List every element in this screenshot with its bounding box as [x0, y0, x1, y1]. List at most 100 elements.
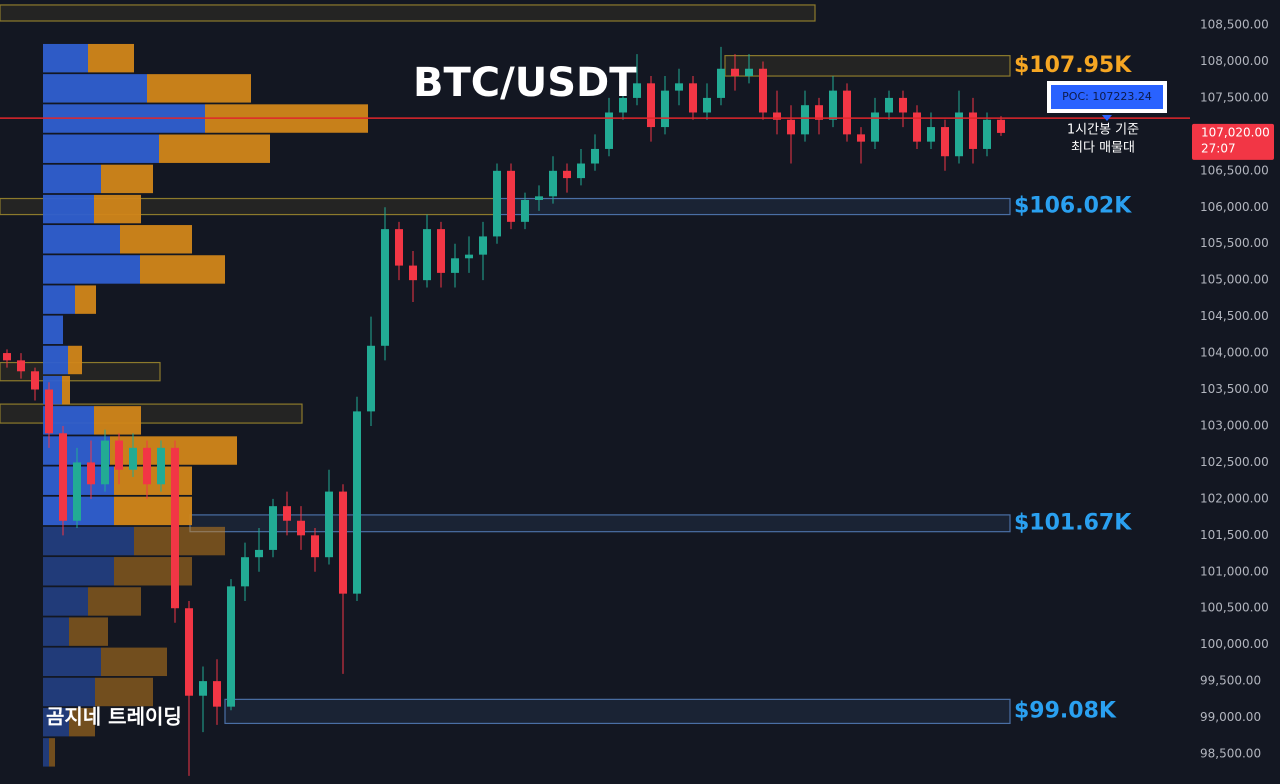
candle-body — [493, 170, 501, 237]
profile-sell — [88, 587, 141, 616]
profile-sell — [114, 496, 192, 526]
profile-sell — [75, 285, 96, 314]
candle-body — [829, 90, 837, 120]
profile-sell — [88, 43, 134, 73]
profile-sell — [62, 375, 70, 405]
candle-body — [563, 170, 571, 179]
zone — [499, 197, 1011, 216]
candle-body — [213, 681, 221, 707]
profile-buy — [43, 285, 75, 314]
candle-body — [45, 389, 53, 434]
profile-buy — [43, 43, 88, 73]
candle-body — [185, 608, 193, 696]
profile-buy — [43, 557, 114, 586]
candle-body — [927, 127, 935, 142]
candle-body — [899, 97, 907, 113]
y-tick-label: 105,000.00 — [1200, 273, 1269, 287]
candle-body — [815, 105, 823, 120]
candle-body — [745, 68, 753, 77]
y-tick-label: 106,000.00 — [1200, 200, 1269, 214]
candle-body — [997, 119, 1005, 133]
y-tick-label: 101,000.00 — [1200, 564, 1269, 578]
candle-body — [325, 491, 333, 558]
candle-body — [885, 97, 893, 113]
y-tick-label: 100,000.00 — [1200, 637, 1269, 651]
zone — [0, 4, 816, 22]
profile-buy — [43, 225, 120, 254]
profile-sell — [134, 526, 225, 556]
candle-body — [941, 127, 949, 157]
candle-body — [73, 462, 81, 521]
zone — [189, 514, 1011, 533]
y-tick-label: 108,000.00 — [1200, 54, 1269, 68]
candle-body — [535, 196, 543, 200]
candle-body — [675, 83, 683, 91]
candle-body — [423, 229, 431, 281]
candle-body — [437, 229, 445, 273]
y-tick-label: 102,500.00 — [1200, 455, 1269, 469]
y-tick-label: 99,500.00 — [1200, 674, 1261, 688]
poc-label: POC: 107223.24 — [1062, 90, 1152, 103]
profile-sell — [49, 738, 55, 767]
candle-body — [381, 229, 389, 346]
candle-body — [59, 433, 67, 521]
candle-body — [31, 371, 39, 390]
candle-body — [913, 112, 921, 142]
candle-body — [311, 535, 319, 558]
y-tick-label: 102,000.00 — [1200, 491, 1269, 505]
candle-body — [787, 119, 795, 135]
profile-sell — [69, 707, 95, 737]
candle-body — [731, 68, 739, 77]
profile-sell — [94, 406, 141, 435]
candle-body — [577, 163, 585, 179]
candle-body — [129, 447, 137, 470]
candle-body — [339, 491, 347, 594]
y-tick-label: 105,500.00 — [1200, 236, 1269, 250]
profile-sell — [94, 194, 141, 224]
candle-body — [857, 134, 865, 142]
profile-buy — [43, 255, 140, 284]
y-tick-label: 103,500.00 — [1200, 382, 1269, 396]
candle-body — [157, 447, 165, 485]
zone-label: $101.67K — [1014, 510, 1132, 535]
zone-label: $106.02K — [1014, 194, 1132, 219]
chart-title: BTC/USDT — [413, 60, 637, 106]
candle-body — [241, 557, 249, 587]
profile-buy — [43, 315, 63, 345]
candle-body — [689, 83, 697, 113]
profile-sell — [95, 677, 153, 707]
y-tick-label: 98,500.00 — [1200, 747, 1261, 761]
candle-body — [17, 360, 25, 372]
candle-body — [591, 148, 599, 164]
y-tick-label: 99,000.00 — [1200, 710, 1261, 724]
candle-body — [773, 112, 781, 120]
poc-note: 최다 매물대 — [1071, 141, 1135, 156]
profile-buy — [43, 677, 95, 707]
candle-body — [171, 447, 179, 609]
poc-box — [1051, 85, 1163, 109]
profile-buy — [43, 707, 69, 737]
candle-body — [703, 97, 711, 113]
candle-body — [199, 681, 207, 696]
candle-body — [605, 112, 613, 149]
overlay: $107.95K $106.02K $101.67K $99.08K POC: 1072… — [0, 53, 1190, 723]
candle-body — [759, 68, 767, 113]
profile-buy — [43, 134, 159, 163]
candle-body — [297, 520, 305, 536]
last-price-tag — [1192, 123, 1274, 160]
candle-body — [969, 112, 977, 149]
candle-body — [661, 90, 669, 128]
candle-body — [115, 440, 123, 470]
candle-body — [507, 170, 515, 222]
zone-label: $99.08K — [1014, 698, 1117, 723]
candle-body — [955, 112, 963, 157]
candle-body — [633, 83, 641, 98]
profile-sell — [120, 225, 192, 254]
y-tick-label: 100,500.00 — [1200, 601, 1269, 615]
profile-buy — [43, 587, 88, 616]
countdown: 27:07 — [1201, 141, 1236, 155]
y-tick-label: 107,500.00 — [1200, 90, 1269, 104]
profile-sell — [147, 74, 251, 103]
candles — [3, 46, 1005, 776]
